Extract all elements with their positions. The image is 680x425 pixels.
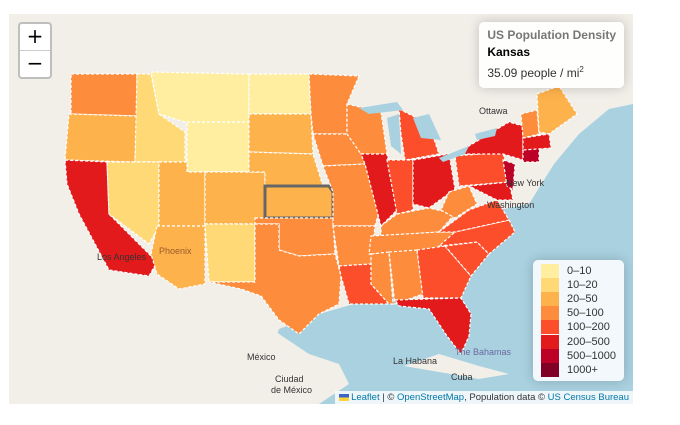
info-title: US Population Density <box>487 28 616 42</box>
ciudad-de-mexico-label-1: Ciudad <box>275 374 304 384</box>
state-nevada[interactable] <box>106 161 160 245</box>
legend-label: 0–10 <box>567 264 592 277</box>
state-indiana[interactable] <box>386 159 414 215</box>
state-california[interactable] <box>64 159 158 277</box>
state-west-virginia[interactable] <box>440 185 478 219</box>
legend-row: 50–100 <box>541 306 616 321</box>
attribution-sep: | © <box>379 392 397 403</box>
ciudad-de-mexico-label-2: de México <box>271 385 313 395</box>
state-illinois[interactable] <box>360 153 398 228</box>
state-vermont-nh[interactable] <box>520 109 540 139</box>
state-maine[interactable] <box>536 85 578 135</box>
cuba-label: Cuba <box>451 372 473 382</box>
legend-row: 100–200 <box>541 320 616 335</box>
leaflet-link[interactable]: Leaflet <box>351 392 380 403</box>
state-wyoming[interactable] <box>186 121 250 173</box>
info-density-unit-sup: 2 <box>579 65 584 74</box>
legend-swatch <box>541 306 560 321</box>
zoom-control: + − <box>18 22 52 79</box>
state-maryland-delaware[interactable] <box>466 181 514 201</box>
legend-label: 10–20 <box>567 278 598 291</box>
the-bahamas-label: The Bahamas <box>455 347 512 357</box>
cuba-land <box>404 354 509 379</box>
new-york-label: New York <box>506 178 545 188</box>
phoenix-label: Phoenix <box>159 246 192 256</box>
legend-label: 100–200 <box>567 321 610 334</box>
legend-swatch <box>541 263 560 278</box>
la-habana-label: La Habana <box>393 356 438 366</box>
mexico-label: México <box>247 352 276 362</box>
legend-label: 1000+ <box>567 363 598 376</box>
legend-row: 10–20 <box>541 277 616 292</box>
info-state-name: Kansas <box>487 45 531 59</box>
state-new-mexico[interactable] <box>204 223 256 283</box>
census-link[interactable]: US Census Bureau <box>547 392 629 403</box>
attribution: Leaflet | © OpenStreetMap, Population da… <box>335 391 633 404</box>
map-canvas[interactable] <box>9 14 633 404</box>
legend-row: 200–500 <box>541 334 616 349</box>
state-mississippi[interactable] <box>370 251 394 305</box>
attribution-pop: , Population data © <box>464 392 548 403</box>
legend-swatch <box>541 291 560 306</box>
us-states[interactable] <box>64 71 578 356</box>
legend-label: 500–1000 <box>567 349 616 362</box>
mexico-land <box>139 264 349 404</box>
legend-swatch <box>541 277 560 292</box>
zoom-out-button[interactable]: − <box>20 50 50 77</box>
state-iowa[interactable] <box>312 133 366 167</box>
state-arkansas[interactable] <box>332 225 376 267</box>
zoom-in-button[interactable]: + <box>26 24 44 48</box>
state-south-dakota[interactable] <box>248 113 314 155</box>
legend-row: 1000+ <box>541 362 616 377</box>
legend-row: 0–10 <box>541 263 616 278</box>
info-panel: US Population Density Kansas 35.09 peopl… <box>479 22 624 88</box>
state-montana[interactable] <box>150 71 250 123</box>
state-oregon[interactable] <box>64 113 138 163</box>
los-angeles-label: Los Angeles <box>97 252 147 262</box>
state-kansas[interactable] <box>263 184 335 220</box>
great-lakes <box>359 102 497 162</box>
legend-row: 500–1000 <box>541 348 616 363</box>
legend-row: 20–50 <box>541 291 616 306</box>
legend-swatch <box>541 348 560 363</box>
state-colorado[interactable] <box>204 171 266 225</box>
legend-label: 50–100 <box>567 307 604 320</box>
legend-swatch <box>541 334 560 349</box>
info-density-value: 35.09 people / mi <box>487 66 580 80</box>
legend-swatch <box>541 320 560 335</box>
ukraine-flag-icon <box>339 394 350 401</box>
osm-link[interactable]: OpenStreetMap <box>397 392 465 403</box>
map-container[interactable]: Ottawa New York Washington Los Angeles P… <box>9 14 633 404</box>
state-florida[interactable] <box>393 297 472 356</box>
legend-label: 20–50 <box>567 292 598 305</box>
state-new-jersey[interactable] <box>502 159 516 192</box>
info-density: 35.09 people / mi2 <box>487 61 616 82</box>
ottawa-label: Ottawa <box>479 106 508 116</box>
state-washington[interactable] <box>70 73 138 117</box>
state-ohio[interactable] <box>412 153 456 209</box>
legend-label: 200–500 <box>567 335 610 348</box>
density-legend: 0–10 10–20 20–50 50–100 100–200 200–500 500–10… <box>533 259 624 381</box>
state-pennsylvania[interactable] <box>454 151 510 187</box>
state-georgia[interactable] <box>416 245 472 299</box>
state-massachusetts[interactable] <box>522 133 552 151</box>
state-north-dakota[interactable] <box>248 73 312 115</box>
state-virginia[interactable] <box>437 199 510 233</box>
state-texas[interactable] <box>208 223 342 335</box>
washington-label: Washington <box>487 200 535 210</box>
legend-swatch <box>541 362 560 377</box>
